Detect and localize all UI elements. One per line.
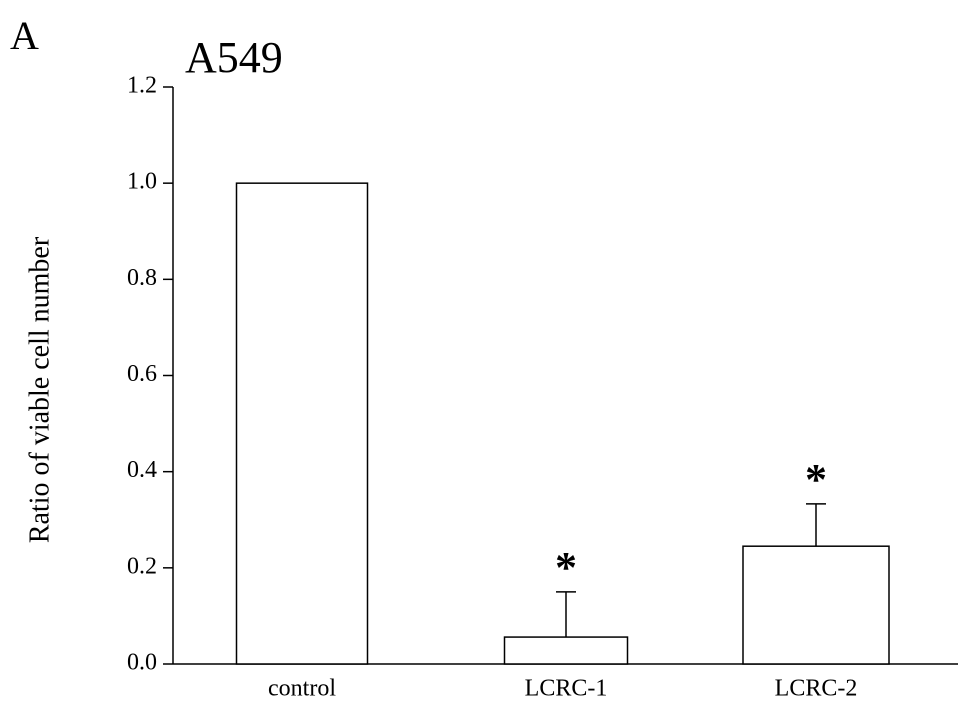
error-bar [556, 591, 576, 638]
significance-marker: * [555, 543, 577, 592]
y-tick-label: 0.8 [127, 265, 157, 291]
x-tick-label: LCRC-2 [775, 676, 858, 702]
bar [503, 636, 629, 665]
panel-label: A [10, 13, 39, 58]
chart-title: A549 [185, 33, 283, 82]
y-tick-label: 0.6 [127, 361, 157, 387]
significance-marker: * [805, 455, 827, 504]
y-tick-label: 0.2 [127, 553, 157, 579]
y-axis-label: Ratio of viable cell number [24, 236, 55, 543]
y-tick-label: 0.4 [127, 457, 157, 483]
y-tick-label: 1.0 [127, 169, 157, 195]
y-tick-label: 0.0 [127, 650, 157, 676]
x-tick-label: LCRC-1 [525, 676, 608, 702]
bar [742, 545, 890, 665]
error-bar [806, 503, 826, 547]
x-tick-label: control [268, 676, 336, 702]
bar [235, 182, 369, 665]
y-tick-label: 1.2 [127, 73, 157, 99]
